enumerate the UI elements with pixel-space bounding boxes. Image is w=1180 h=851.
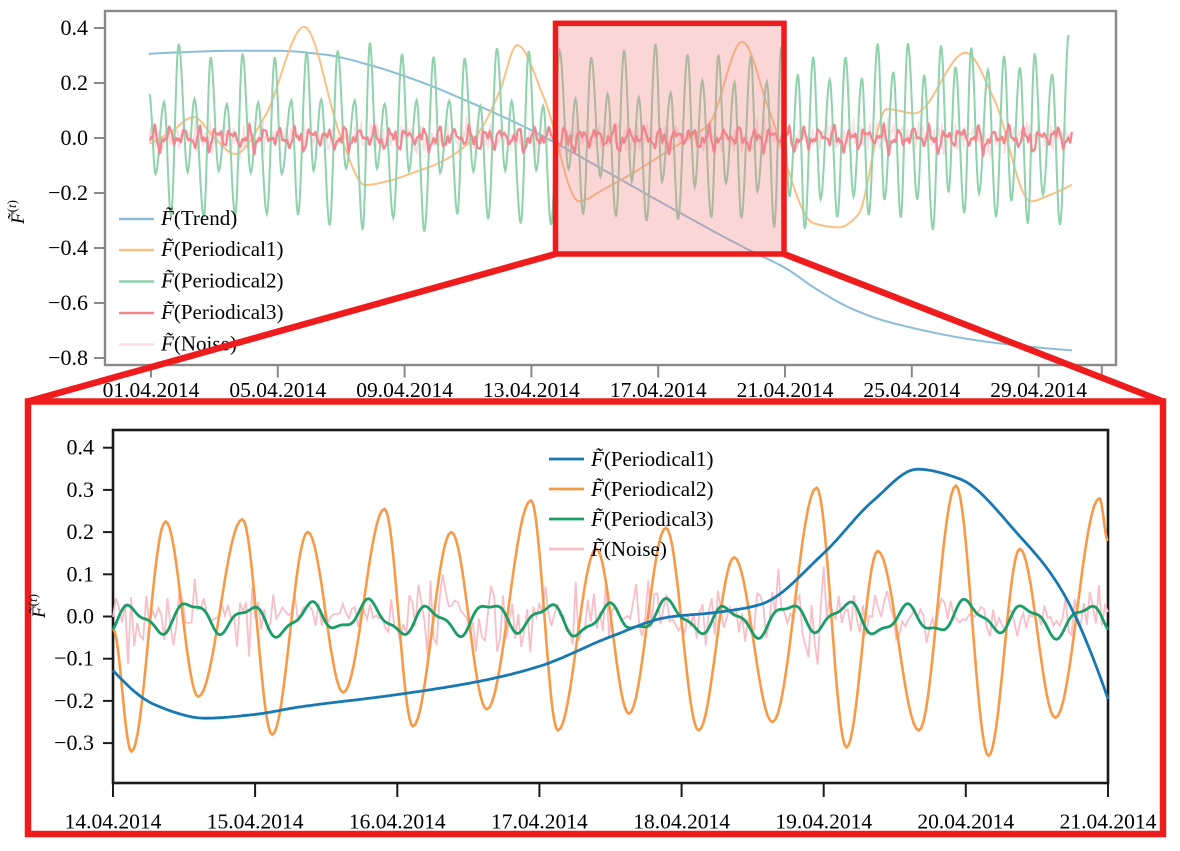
svg-text:0.1: 0.1 — [67, 561, 95, 586]
svg-text:F̃(Periodical3): F̃(Periodical3) — [160, 300, 283, 324]
svg-text:20.04.2014: 20.04.2014 — [917, 810, 1014, 834]
svg-text:F̃(Noise): F̃(Noise) — [590, 537, 667, 561]
svg-text:16.04.2014: 16.04.2014 — [349, 810, 446, 834]
svg-text:F̃(Periodical2): F̃(Periodical2) — [160, 269, 283, 293]
svg-text:−0.2: −0.2 — [48, 180, 88, 205]
svg-text:29.04.2014: 29.04.2014 — [990, 378, 1087, 402]
svg-text:25.04.2014: 25.04.2014 — [863, 378, 960, 402]
svg-text:0.4: 0.4 — [67, 435, 95, 460]
svg-text:01.04.2014: 01.04.2014 — [103, 378, 200, 402]
svg-text:09.04.2014: 09.04.2014 — [356, 378, 453, 402]
svg-text:17.04.2014: 17.04.2014 — [610, 378, 707, 402]
svg-text:F̃(Trend): F̃(Trend) — [160, 206, 237, 230]
svg-text:−0.8: −0.8 — [48, 345, 88, 370]
svg-text:0.0: 0.0 — [61, 125, 89, 150]
svg-text:−0.1: −0.1 — [54, 646, 94, 671]
svg-text:0.4: 0.4 — [61, 15, 89, 40]
svg-text:0.2: 0.2 — [61, 70, 89, 95]
svg-text:F̃(Periodical1): F̃(Periodical1) — [590, 447, 713, 471]
svg-text:−0.4: −0.4 — [48, 235, 88, 260]
svg-text:0.0: 0.0 — [67, 604, 95, 629]
svg-text:−0.3: −0.3 — [54, 730, 94, 755]
svg-text:F̃(Periodical3): F̃(Periodical3) — [590, 507, 713, 531]
svg-text:0.3: 0.3 — [67, 477, 95, 502]
svg-text:−0.6: −0.6 — [48, 290, 88, 315]
svg-text:14.04.2014: 14.04.2014 — [65, 810, 162, 834]
svg-text:21.04.2014: 21.04.2014 — [737, 378, 834, 402]
svg-text:15.04.2014: 15.04.2014 — [207, 810, 304, 834]
svg-text:F̃(t): F̃(t) — [25, 594, 50, 619]
svg-text:19.04.2014: 19.04.2014 — [775, 810, 872, 834]
svg-text:F̃(Periodical2): F̃(Periodical2) — [590, 477, 713, 501]
svg-text:0.2: 0.2 — [67, 519, 95, 544]
svg-text:05.04.2014: 05.04.2014 — [229, 378, 326, 402]
svg-text:F̃(t): F̃(t) — [4, 200, 29, 225]
svg-text:18.04.2014: 18.04.2014 — [633, 810, 730, 834]
svg-text:−0.2: −0.2 — [54, 688, 94, 713]
svg-text:13.04.2014: 13.04.2014 — [483, 378, 580, 402]
svg-text:21.04.2014: 21.04.2014 — [1060, 810, 1157, 834]
svg-text:17.04.2014: 17.04.2014 — [491, 810, 588, 834]
svg-text:F̃(Periodical1): F̃(Periodical1) — [160, 237, 283, 261]
